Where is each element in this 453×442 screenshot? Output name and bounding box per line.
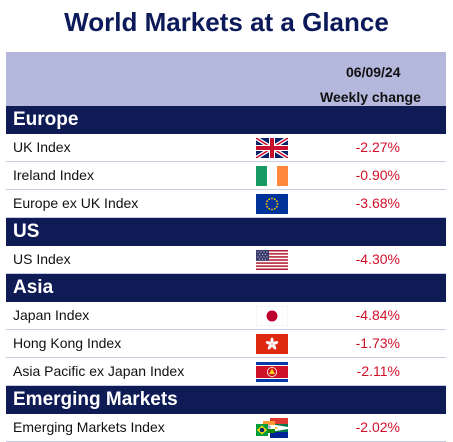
table-row: UK Index -2.27% [6, 134, 446, 162]
table-row: Japan Index -4.84% [6, 302, 446, 330]
section-asia: Asia [6, 274, 446, 302]
index-name: Japan Index [13, 307, 90, 323]
asean-flag-icon [256, 362, 288, 382]
index-name: US Index [13, 251, 71, 267]
table-row: Asia Pacific ex Japan Index -2.11% [6, 358, 446, 386]
index-name: Europe ex UK Index [13, 195, 139, 211]
weekly-change-value: -4.30% [355, 251, 400, 267]
weekly-change-value: -2.02% [355, 419, 400, 435]
index-name: UK Index [13, 139, 71, 155]
weekly-change-value: -2.11% [356, 363, 400, 379]
index-name: Asia Pacific ex Japan Index [13, 363, 185, 379]
weekly-change-value: -4.84% [355, 307, 400, 323]
ireland-flag-icon [256, 166, 288, 186]
table-header: 06/09/24 Weekly change [6, 52, 446, 106]
eu-flag-icon [256, 194, 288, 214]
hong-kong-flag-icon [256, 334, 288, 354]
weekly-change-value: -1.73% [355, 335, 400, 351]
index-name: Hong Kong Index [13, 335, 122, 351]
header-weekly-change: Weekly change [320, 89, 421, 105]
header-date: 06/09/24 [346, 64, 401, 80]
section-emerging-markets: Emerging Markets [6, 386, 446, 414]
table-row: Europe ex UK Index -3.68% [6, 190, 446, 218]
us-flag-icon [256, 250, 288, 270]
weekly-change-value: -0.90% [355, 167, 400, 183]
index-name: Emerging Markets Index [13, 419, 165, 435]
section-europe: Europe [6, 106, 446, 134]
table-row: Emerging Markets Index -2.02% [6, 414, 446, 442]
section-us: US [6, 218, 446, 246]
uk-flag-icon [256, 138, 288, 158]
weekly-change-value: -3.68% [355, 195, 400, 211]
index-name: Ireland Index [13, 167, 94, 183]
table-row: US Index -4.30% [6, 246, 446, 274]
japan-flag-icon [256, 306, 288, 326]
page-title: World Markets at a Glance [64, 7, 389, 37]
weekly-change-value: -2.27% [355, 139, 400, 155]
markets-table: 06/09/24 Weekly change Europe UK Index -… [6, 52, 446, 442]
table-row: Hong Kong Index -1.73% [6, 330, 446, 358]
emerging-markets-flags-icon [256, 418, 288, 438]
table-row: Ireland Index -0.90% [6, 162, 446, 190]
